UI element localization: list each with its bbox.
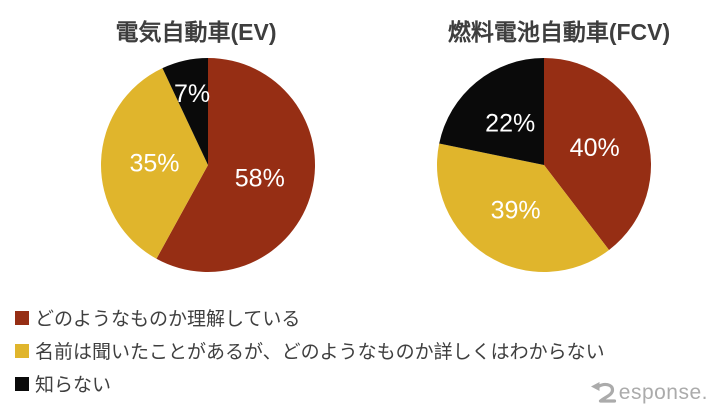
legend-label-understand: どのようなものか理解している: [35, 309, 301, 330]
chart-legend: どのようなものか理解している 名前は聞いたことがあるが、どのようなものか詳しくは…: [15, 301, 605, 400]
pie-data-label: 39%: [491, 196, 541, 224]
legend-swatch-heard-of: [15, 343, 29, 358]
watermark-text: esponse.: [618, 381, 708, 404]
legend-item-dont-know: 知らない: [15, 367, 605, 400]
legend-item-heard-of: 名前は聞いたことがあるが、どのようなものか詳しくはわからない: [15, 334, 605, 367]
pie-data-label: 22%: [485, 110, 535, 138]
pie-data-label: 7%: [174, 80, 210, 108]
chart-title-ev: 電気自動車(EV): [115, 19, 277, 45]
watermark-response-logo: esponse.: [590, 379, 708, 406]
pie-data-label: 58%: [235, 164, 285, 192]
pie-chart-ev: 58% 35% 7%: [100, 58, 316, 272]
response-logo-r-icon: [590, 382, 616, 403]
legend-swatch-understand: [15, 310, 29, 325]
pie-slice: [156, 58, 316, 272]
pie-slice: [437, 143, 610, 272]
legend-item-understand: どのようなものか理解している: [15, 301, 605, 334]
pie-slice: [439, 58, 544, 165]
pie-slice: [100, 68, 208, 259]
legend-swatch-dont-know: [15, 376, 29, 391]
legend-label-heard-of: 名前は聞いたことがあるが、どのようなものか詳しくはわからない: [35, 342, 605, 363]
pie-slice: [162, 58, 208, 165]
pie-slice: [544, 58, 651, 250]
pie-data-label: 35%: [129, 149, 179, 177]
pie-chart-fcv: 40% 39% 22%: [437, 58, 651, 272]
pie-data-label: 40%: [570, 134, 620, 162]
chart-title-fcv: 燃料電池自動車(FCV): [447, 19, 671, 45]
legend-label-dont-know: 知らない: [35, 375, 112, 396]
